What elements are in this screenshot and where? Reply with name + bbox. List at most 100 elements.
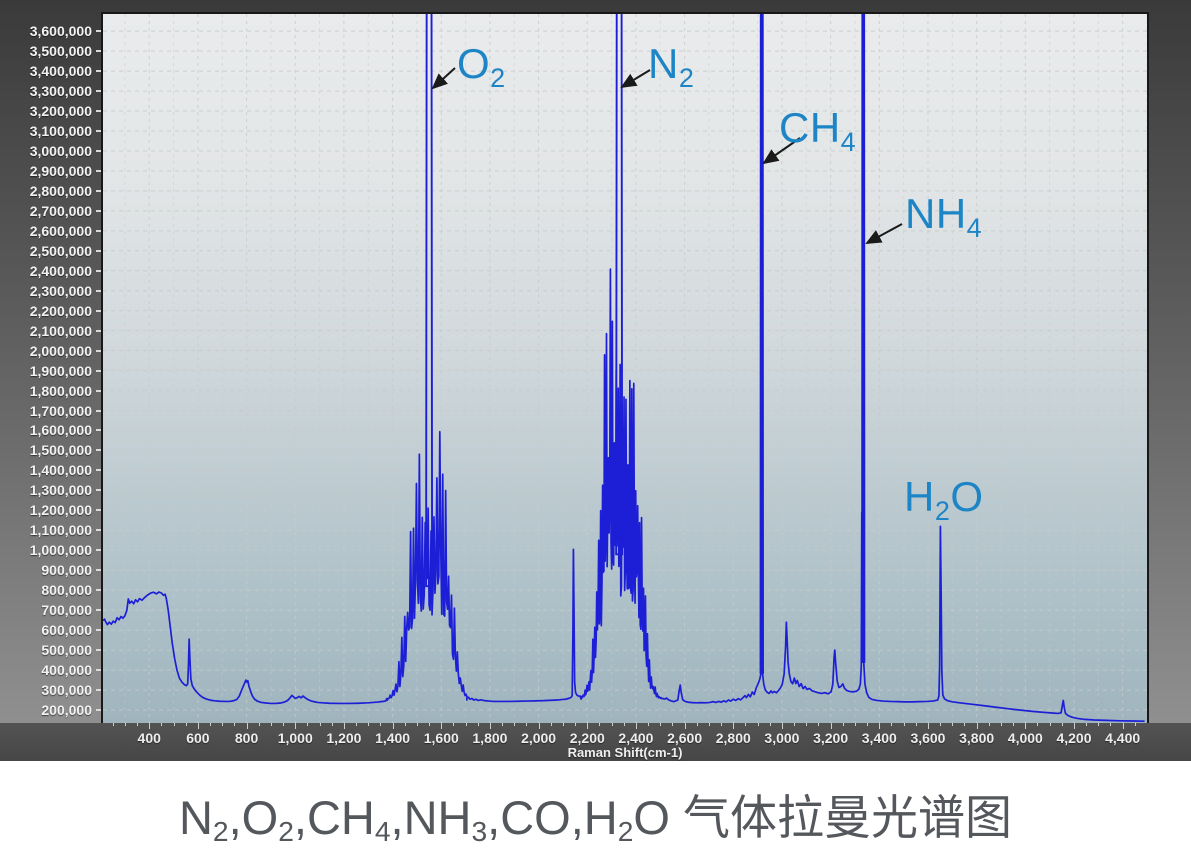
y-tick-mark bbox=[96, 509, 101, 512]
x-tick-mark bbox=[356, 723, 358, 726]
plot-area: O2 N2 CH4 NH4 H2O bbox=[101, 12, 1149, 725]
annotation-label-CH4: CH4 bbox=[779, 104, 856, 157]
y-tick-label: 900,000 bbox=[41, 562, 92, 579]
y-tick-label: 2,700,000 bbox=[29, 202, 92, 219]
x-tick-label: 2,800 bbox=[715, 730, 751, 746]
raman-spectrum-chart: 200,000 300,000 400,000 500,000 600,000 700,0… bbox=[0, 0, 1191, 761]
x-tick-mark bbox=[222, 723, 224, 726]
x-tick-label: 1,800 bbox=[472, 730, 508, 746]
x-tick-mark bbox=[429, 723, 431, 726]
caption-text: N bbox=[178, 790, 213, 844]
y-tick-mark bbox=[96, 70, 101, 73]
annotation-arrow-O2 bbox=[431, 67, 456, 90]
x-tick-mark bbox=[575, 723, 577, 726]
spectrum-svg: O2 N2 CH4 NH4 H2O bbox=[103, 14, 1147, 723]
y-tick-mark bbox=[96, 709, 101, 712]
offscale-peak-CH4 bbox=[759, 14, 764, 674]
x-tick-mark bbox=[380, 723, 382, 726]
caption-text: ,CO,H bbox=[487, 790, 618, 844]
x-tick-mark bbox=[1037, 723, 1039, 726]
annotation-arrow-N2 bbox=[620, 69, 651, 89]
x-tick-mark bbox=[465, 723, 467, 726]
y-tick-mark bbox=[96, 149, 101, 152]
x-tick-mark bbox=[964, 723, 966, 726]
y-tick-label: 1,600,000 bbox=[29, 422, 92, 439]
y-tick-mark bbox=[96, 369, 101, 372]
x-tick-mark bbox=[854, 723, 856, 726]
annotation-label-N2: N2 bbox=[648, 40, 694, 93]
x-tick-mark bbox=[137, 723, 139, 726]
x-tick-mark bbox=[258, 723, 260, 726]
x-tick-label: 1,200 bbox=[326, 730, 362, 746]
y-tick-mark bbox=[96, 469, 101, 472]
x-tick-mark bbox=[270, 723, 272, 726]
x-tick-mark bbox=[161, 723, 163, 726]
x-tick-label: 1,600 bbox=[423, 730, 459, 746]
caption-subscript: 2 bbox=[617, 814, 634, 847]
y-tick-mark bbox=[96, 50, 101, 53]
x-tick-label: 1,000 bbox=[277, 730, 313, 746]
x-tick-mark bbox=[295, 723, 297, 729]
x-tick-mark bbox=[1134, 723, 1136, 726]
y-tick-label: 1,400,000 bbox=[29, 462, 92, 479]
y-tick-mark bbox=[96, 429, 101, 432]
x-tick-mark bbox=[1013, 723, 1015, 726]
x-tick-label: 800 bbox=[234, 730, 259, 746]
y-tick-label: 300,000 bbox=[41, 682, 92, 699]
caption-subscript: 2 bbox=[212, 814, 229, 847]
y-tick-label: 3,300,000 bbox=[29, 83, 92, 100]
x-tick-mark bbox=[648, 723, 650, 726]
x-tick-label: 3,400 bbox=[861, 730, 897, 746]
y-tick-mark bbox=[96, 629, 101, 632]
y-tick-mark bbox=[96, 389, 101, 392]
x-tick-mark bbox=[368, 723, 370, 726]
x-tick-mark bbox=[477, 723, 479, 726]
x-tick-mark bbox=[635, 723, 637, 729]
y-tick-label: 2,100,000 bbox=[29, 322, 92, 339]
annotation-label-NH4: NH4 bbox=[905, 190, 982, 243]
x-tick-mark bbox=[721, 723, 723, 726]
x-tick-mark bbox=[745, 723, 747, 726]
y-tick-label: 3,200,000 bbox=[29, 103, 92, 120]
x-tick-mark bbox=[246, 723, 248, 729]
y-tick-mark bbox=[96, 489, 101, 492]
y-tick-mark bbox=[96, 249, 101, 252]
y-tick-mark bbox=[96, 110, 101, 113]
y-tick-mark bbox=[96, 309, 101, 312]
offscale-peak-NH4 bbox=[861, 14, 866, 663]
x-tick-mark bbox=[210, 723, 212, 726]
y-tick-mark bbox=[96, 90, 101, 93]
caption-text: ,NH bbox=[390, 790, 472, 844]
offscale-peak-N2 bbox=[615, 14, 624, 556]
y-tick-label: 800,000 bbox=[41, 582, 92, 599]
offscale-peaks bbox=[425, 14, 866, 674]
x-tick-mark bbox=[331, 723, 333, 726]
x-tick-mark bbox=[319, 723, 321, 726]
y-tick-label: 2,500,000 bbox=[29, 242, 92, 259]
x-tick-mark bbox=[1061, 723, 1063, 726]
x-tick-mark bbox=[988, 723, 990, 726]
x-tick-mark bbox=[197, 723, 199, 729]
caption-subscript: 3 bbox=[471, 814, 488, 847]
x-tick-mark bbox=[587, 723, 589, 729]
x-tick-mark bbox=[1049, 723, 1051, 726]
y-tick-mark bbox=[96, 209, 101, 212]
y-tick-label: 700,000 bbox=[41, 602, 92, 619]
y-tick-label: 3,500,000 bbox=[29, 43, 92, 60]
x-tick-mark bbox=[611, 723, 613, 726]
x-tick-mark bbox=[806, 723, 808, 726]
annotation-label-O2: O2 bbox=[457, 40, 506, 93]
x-tick-mark bbox=[514, 723, 516, 726]
peak-annotations: O2 N2 CH4 NH4 H2O bbox=[431, 40, 984, 526]
y-tick-mark bbox=[96, 609, 101, 612]
x-tick-mark bbox=[307, 723, 309, 726]
x-tick-mark bbox=[940, 723, 942, 726]
x-tick-mark bbox=[842, 723, 844, 726]
y-tick-label: 1,200,000 bbox=[29, 502, 92, 519]
gridlines bbox=[103, 14, 1147, 723]
y-tick-mark bbox=[96, 269, 101, 272]
y-tick-label: 1,300,000 bbox=[29, 482, 92, 499]
x-tick-mark bbox=[1122, 723, 1124, 729]
annotation-label-H2O: H2O bbox=[904, 473, 984, 526]
x-tick-mark bbox=[538, 723, 540, 729]
